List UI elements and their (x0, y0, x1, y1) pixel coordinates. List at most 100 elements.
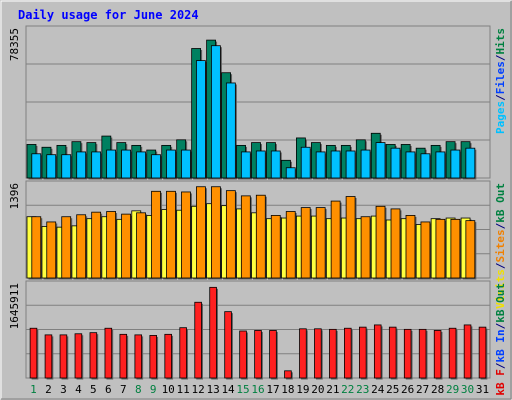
bar-middle-sites-day-11-body (181, 191, 191, 279)
bar-top-pages-day-19 (300, 146, 312, 180)
bar-top-pages-day-17 (270, 150, 282, 180)
bar-top-pages-day-2 (46, 154, 58, 180)
x-tick-label-day-6: 6 (105, 383, 112, 396)
bar-middle-sites-day-4 (76, 214, 88, 280)
bar-top-pages-day-25 (390, 147, 402, 180)
bar-top-pages-day-3-body (61, 154, 72, 179)
bar-middle-sites-day-3 (61, 216, 73, 280)
bar-top-pages-day-18 (285, 167, 297, 180)
bar-middle-sites-day-9 (151, 190, 163, 280)
bar-top-pages-day-6-body (106, 149, 117, 179)
panel-middle: 1396 Visits/Sites/kB Out (8, 180, 507, 309)
bar-middle-sites-day-20-body (315, 207, 326, 279)
bar-top-pages-day-9-body (151, 154, 161, 179)
bar-top-pages-day-16-body (255, 150, 266, 179)
bar-middle-sites-day-15-body (240, 195, 251, 279)
bar-bottom-kb-f-day-10 (164, 333, 174, 380)
legend-item-bottom-1: / (494, 362, 507, 369)
legend-item-top-4: Hits (494, 28, 507, 55)
bar-middle-sites-day-8 (136, 212, 148, 280)
bar-top-pages-day-26 (405, 151, 417, 180)
bar-middle-sites-day-12 (196, 186, 207, 280)
bar-bottom-kb-f-day-29-body (448, 327, 457, 379)
bar-bottom-kb-f-day-26 (403, 328, 413, 380)
bar-bottom-kb-f-day-31 (478, 326, 488, 380)
bar-bottom-kb-f-day-3 (59, 334, 69, 380)
bar-middle-sites-day-10 (166, 190, 177, 280)
x-tick-label-day-30: 30 (461, 383, 474, 396)
x-tick-label-day-3: 3 (60, 383, 67, 396)
x-tick-label-day-12: 12 (192, 383, 205, 396)
panel-bottom-ymax-label: 1645911 (8, 283, 21, 329)
legend-item-middle-3: / (494, 222, 507, 229)
bar-top-pages-day-1 (31, 153, 43, 180)
bar-bottom-kb-f-day-7-body (119, 333, 128, 379)
x-tick-label-day-5: 5 (90, 383, 97, 396)
x-tick-label-day-16: 16 (251, 383, 264, 396)
x-tick-label-day-23: 23 (356, 383, 369, 396)
bar-top-pages-day-10 (166, 149, 177, 180)
bar-bottom-kb-f-day-8 (134, 334, 144, 380)
bar-bottom-kb-f-day-21 (329, 328, 338, 380)
bar-bottom-kb-f-day-21-body (329, 328, 337, 379)
bar-top-pages-day-27-body (420, 153, 431, 179)
bar-bottom-kb-f-day-2 (44, 334, 54, 380)
bar-middle-sites-day-24-body (375, 205, 386, 279)
panel-middle-ymax-label: 1396 (8, 183, 21, 210)
bar-middle-sites-day-19-body (300, 207, 311, 279)
legend-item-top-2: Files (494, 61, 507, 94)
x-tick-label-day-26: 26 (401, 383, 414, 396)
bar-top-pages-day-20 (315, 151, 327, 180)
bar-middle-sites-day-23 (360, 216, 372, 280)
bar-top-pages-day-30-body (465, 147, 476, 179)
bar-middle-sites-day-28 (435, 218, 447, 280)
x-tick-label-day-31: 31 (476, 383, 489, 396)
x-tick-label-day-15: 15 (236, 383, 249, 396)
bar-middle-sites-day-25 (390, 208, 402, 280)
bar-bottom-kb-f-day-16-body (254, 330, 262, 379)
bar-bottom-kb-f-day-29 (448, 327, 458, 380)
legend-item-middle-0: Visits (494, 269, 507, 309)
bar-middle-sites-day-6 (106, 211, 118, 280)
bar-middle-sites-day-15 (240, 195, 252, 280)
bar-bottom-kb-f-day-28-body (433, 330, 442, 379)
legend-item-top-1: / (494, 94, 507, 101)
bar-top-pages-day-1-body (31, 153, 42, 179)
legend-item-bottom-0: kB F (494, 369, 507, 396)
x-tick-label-day-2: 2 (45, 383, 52, 396)
bar-top-pages-day-8 (136, 151, 148, 180)
bar-bottom-kb-f-day-1-body (29, 327, 38, 379)
bar-middle-sites-day-1 (31, 216, 43, 280)
bar-middle-sites-day-27-body (420, 221, 431, 279)
bar-middle-sites-day-18 (285, 211, 297, 280)
bar-bottom-kb-f-day-22 (344, 327, 353, 380)
bar-middle-sites-day-22 (345, 196, 357, 280)
panel-middle-legend: Visits/Sites/kB Out (494, 183, 507, 309)
x-tick-label-day-28: 28 (431, 383, 444, 396)
bar-bottom-kb-f-day-19-body (299, 328, 307, 379)
x-tick-label-day-10: 10 (162, 383, 175, 396)
x-tick-label-day-19: 19 (296, 383, 309, 396)
bar-top-pages-day-6 (106, 149, 118, 180)
bar-middle-sites-day-8-body (136, 212, 146, 279)
bar-top-pages-day-30 (465, 147, 477, 180)
bar-middle-sites-day-21-body (330, 200, 341, 279)
x-tick-label-day-9: 9 (150, 383, 157, 396)
x-tick-label-day-4: 4 (75, 383, 82, 396)
bar-middle-sites-day-12-body (196, 186, 206, 279)
bar-middle-sites-day-29-body (450, 218, 461, 279)
legend-item-middle-4: kB Out (494, 183, 507, 223)
bar-middle-sites-day-4-body (76, 214, 87, 279)
bar-middle-sites-day-10-body (166, 190, 176, 279)
bar-bottom-kb-f-day-15-body (239, 330, 247, 379)
bar-middle-sites-day-21 (330, 200, 342, 280)
bar-middle-sites-day-2 (46, 221, 58, 280)
bar-bottom-kb-f-day-5-body (89, 332, 98, 379)
bar-middle-sites-day-2-body (46, 221, 57, 279)
legend-item-bottom-3: / (494, 322, 507, 329)
bar-top-pages-day-15 (240, 151, 252, 180)
bar-bottom-kb-f-day-14 (224, 311, 233, 380)
x-tick-label-day-17: 17 (266, 383, 279, 396)
x-tick-label-day-8: 8 (135, 383, 142, 396)
legend-item-middle-1: / (494, 262, 507, 269)
